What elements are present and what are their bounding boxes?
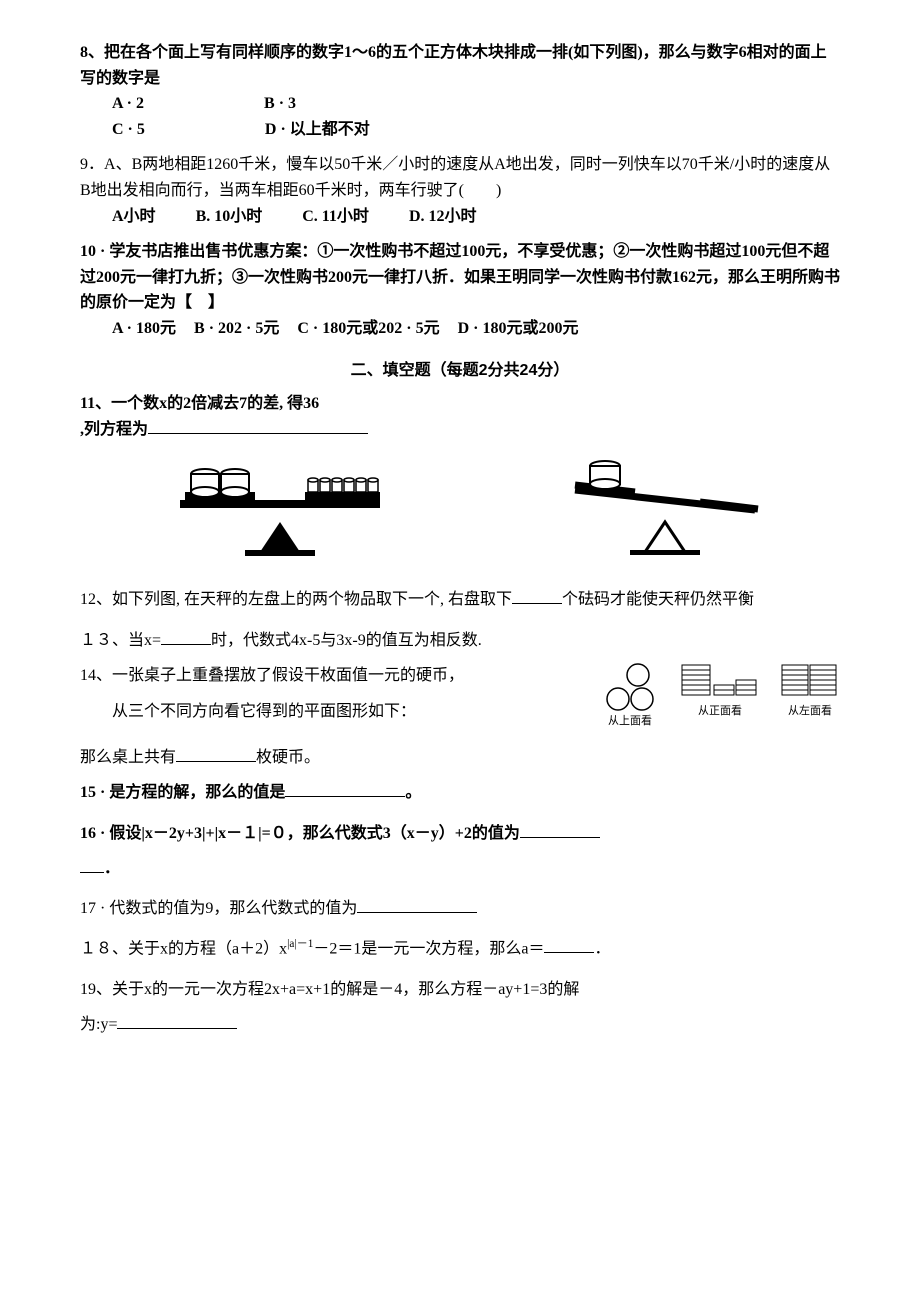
section-2-heading: 二、填空题（每题2分共24分） [80,358,840,384]
q16-text-b: ． [104,860,120,877]
q17-num: 17 · [80,900,109,917]
q11: 11、一个数x的2倍减去7的差, 得36 ,列方程为 [80,391,840,442]
q9-opt-a: A小时 [112,204,156,230]
q12-blank [512,587,562,604]
scale-left-svg [150,452,410,562]
q8-opt-c: C · 5 [112,117,145,143]
q12: 12、如下列图, 在天秤的左盘上的两个物品取下一个, 右盘取下 个砝码才能使天秤仍… [80,582,840,617]
q14-text-a: 一张桌子上重叠摆放了假设干枚面值一元的硬币， [112,667,464,684]
q12-num: 12、 [80,591,112,608]
view-left-label: 从左面看 [780,703,840,721]
q18-text-a: 关于x的方程（a＋2）x [128,940,287,957]
q14-text-d: 枚硬币。 [256,749,320,766]
q14-text-c: 那么桌上共有 [80,749,176,766]
q18-exp: |a|－1 [287,938,313,950]
q16-cont [80,856,104,873]
q15-num: 15 · [80,784,109,801]
q8-num: 8、 [80,44,104,61]
q16-text-a: 假设|x－2y+3|+|x－１|=０，那么代数式3（x－y）+2的值为 [109,825,520,842]
q8-text: 把在各个面上写有同样顺序的数字1～6的五个正方体木块排成一排(如下列图)，那么与… [80,44,827,87]
q14-text-b: 从三个不同方向看它得到的平面图形如下： [112,703,416,720]
q13-num: １３、当x= [80,632,161,649]
q15-blank [285,780,405,797]
q9: 9．A、B两地相距1260千米，慢车以50千米／小时的速度从A地出发，同时一列快… [80,152,840,229]
q9-opt-c: C. 11小时 [302,204,369,230]
scale-right-svg [550,452,770,562]
q19-blank [117,1012,237,1029]
q19-text-b: 为:y= [80,1016,117,1033]
q9-opt-d: D. 12小时 [409,204,477,230]
q18-num: １８、 [80,940,128,957]
q15-text-b: 。 [405,784,421,801]
q17-blank [357,896,477,913]
q15: 15 · 是方程的解，那么的值是 。 [80,780,840,806]
q14-num: 14、 [80,667,112,684]
q18-blank [544,936,594,953]
q11-num: 11、 [80,395,111,412]
q11-blank [148,417,368,434]
q13-blank [161,628,211,645]
q15-text-a: 是方程的解，那么的值是 [109,784,285,801]
q17: 17 · 代数式的值为9，那么代数式的值为 [80,896,840,922]
q14: 14、一张桌子上重叠摆放了假设干枚面值一元的硬币， 从三个不同方向看它得到的平面… [80,663,840,770]
view-left: 从左面看 [780,663,840,721]
q8-opt-b: B · 3 [264,91,296,117]
q16-num: 16 · [80,825,109,842]
q19: 19、关于x的一元一次方程2x+a=x+1的解是－4，那么方程－ay+1=3的解… [80,972,840,1042]
view-front-label: 从正面看 [680,703,760,721]
q14-views: 从上面看 从正面看 [600,663,840,731]
q9-text: A、B两地相距1260千米，慢车以50千米／小时的速度从A地出发，同时一列快车以… [80,156,830,199]
q10: 10 · 学友书店推出售书优惠方案：①一次性购书不超过100元，不享受优惠；②一… [80,239,840,341]
q10-opt-a: A · 180元 [112,316,176,342]
q13-text-b: 时，代数式4x-5与3x-9的值互为相反数. [211,632,482,649]
q10-opt-b: B · 202 · 5元 [194,316,279,342]
q10-text: 学友书店推出售书优惠方案：①一次性购书不超过100元，不享受优惠；②一次性购书超… [80,243,840,311]
q8: 8、把在各个面上写有同样顺序的数字1～6的五个正方体木块排成一排(如下列图)，那… [80,40,840,142]
view-top: 从上面看 [600,663,660,731]
q12-text-b: 个砝码才能使天秤仍然平衡 [562,591,754,608]
scales-figure [80,452,840,562]
q19-num: 19、 [80,981,112,998]
q19-text-a: 关于x的一元一次方程2x+a=x+1的解是－4，那么方程－ay+1=3的解 [112,981,579,998]
q11-text-a: 一个数x的2倍减去7的差, 得36 [111,395,319,412]
q10-opt-c: C · 180元或202 · 5元 [297,316,439,342]
q12-text-a: 如下列图, 在天秤的左盘上的两个物品取下一个, 右盘取下 [112,591,512,608]
q18-text-c: ． [594,940,610,957]
view-front: 从正面看 [680,663,760,721]
q16: 16 · 假设|x－2y+3|+|x－１|=０，那么代数式3（x－y）+2的值为… [80,816,840,886]
q8-opt-d: D · 以上都不对 [265,117,370,143]
q8-opt-a: A · 2 [112,91,144,117]
q10-opt-d: D · 180元或200元 [458,316,579,342]
q18: １８、关于x的方程（a＋2）x|a|－1－2＝1是一元一次方程，那么a＝ ． [80,936,840,962]
q9-opt-b: B. 10小时 [196,204,263,230]
q18-text-b: －2＝1是一元一次方程，那么a＝ [313,940,544,957]
q14-blank [176,745,256,762]
view-top-label: 从上面看 [600,713,660,731]
q10-num: 10 · [80,243,109,260]
q9-num: 9． [80,156,104,173]
q13: １３、当x= 时，代数式4x-5与3x-9的值互为相反数. [80,628,840,654]
q11-text-b: ,列方程为 [80,421,148,438]
q17-text-a: 代数式的值为9，那么代数式的值为 [109,900,357,917]
q16-blank [520,821,600,838]
